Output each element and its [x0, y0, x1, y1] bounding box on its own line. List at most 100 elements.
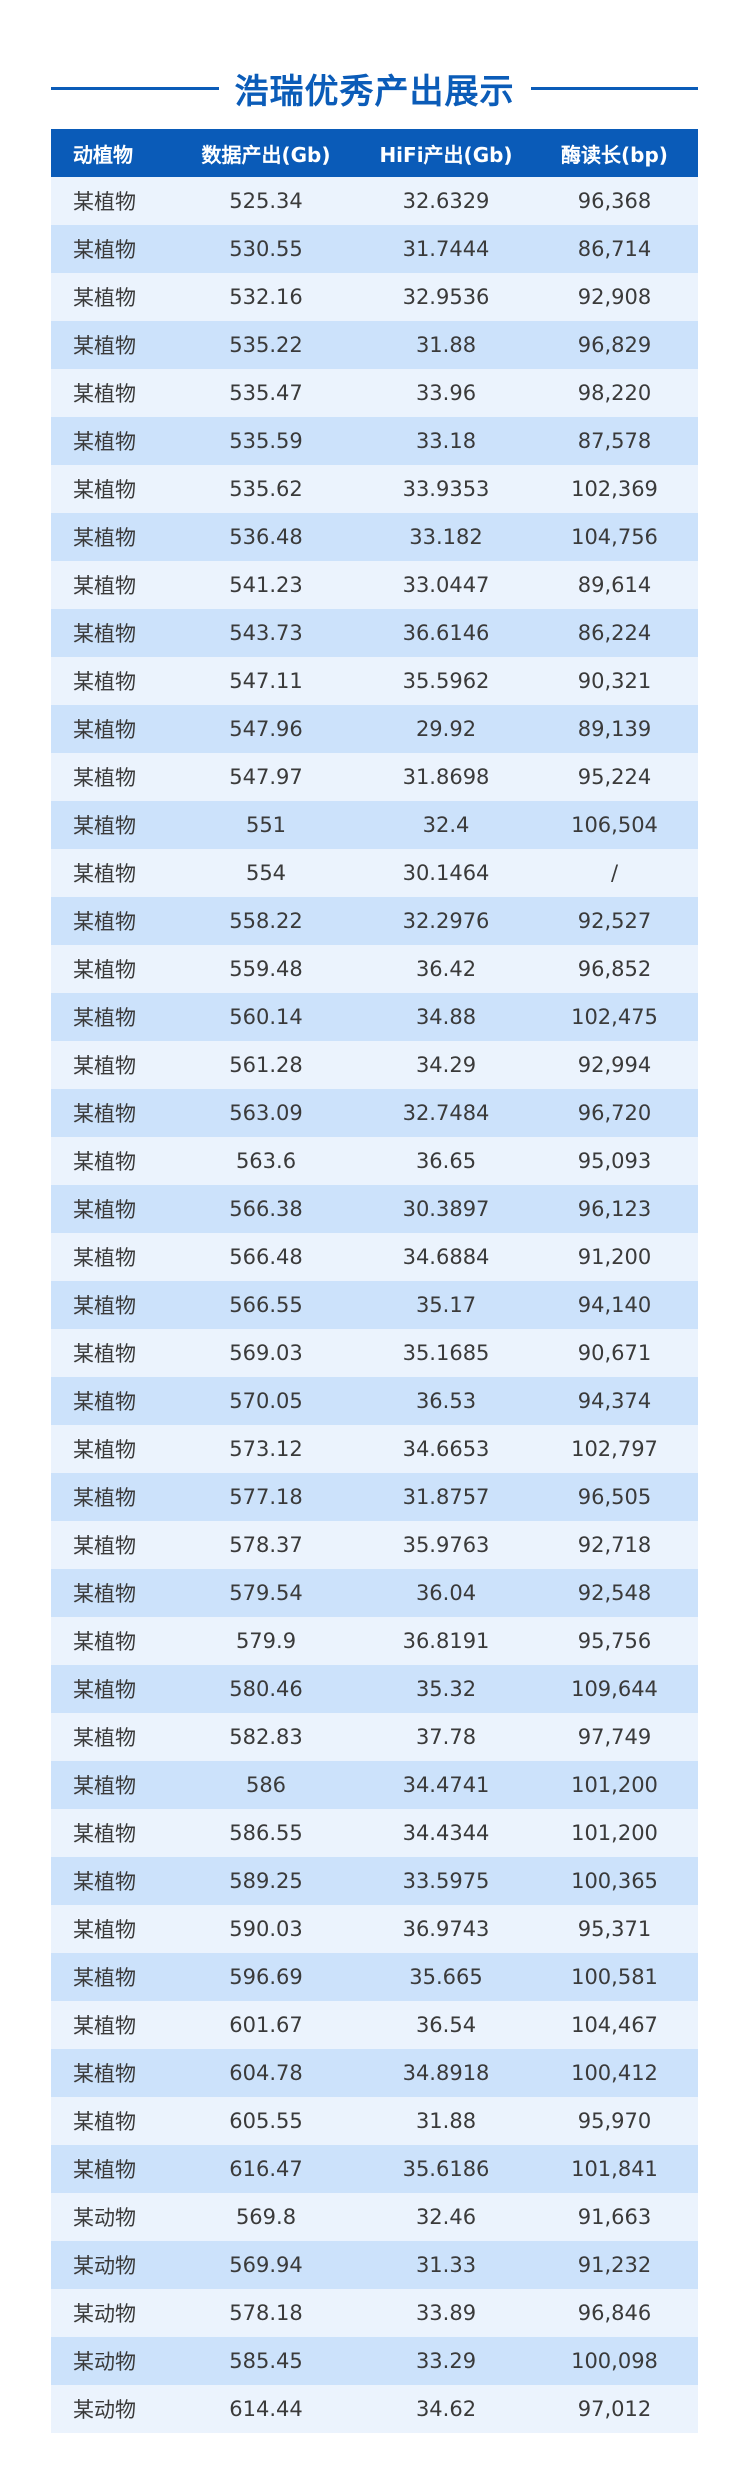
cell-organism: 某动物 [73, 2254, 136, 2278]
cell-organism: 某动物 [73, 2302, 136, 2326]
cell-hifi-output: 34.62 [415, 2397, 477, 2421]
cell-read-length: 89,139 [577, 717, 652, 741]
table-row: 某植物 605.55 31.88 95,970 [51, 2097, 698, 2145]
cell-data-output: 585.45 [229, 2349, 303, 2373]
cell-organism: 某植物 [73, 814, 136, 838]
table-row: 某动物 578.18 33.89 96,846 [51, 2289, 698, 2337]
table-row: 某动物 569.94 31.33 91,232 [51, 2241, 698, 2289]
table-row: 某植物 586.55 34.4344 101,200 [51, 1809, 698, 1857]
cell-data-output: 586 [245, 1773, 287, 1797]
cell-data-output: 558.22 [229, 909, 303, 933]
cell-organism: 某植物 [73, 670, 136, 694]
cell-data-output: 547.11 [229, 669, 303, 693]
cell-organism: 某植物 [73, 382, 136, 406]
cell-data-output: 559.48 [229, 957, 303, 981]
cell-data-output: 579.54 [229, 1581, 303, 1605]
output-table: 动植物 数据产出(Gb) HiFi产出(Gb) 酶读长(bp) 某植物 525.3… [51, 129, 698, 2433]
cell-organism: 某植物 [73, 1630, 136, 1654]
cell-hifi-output: 35.32 [415, 1677, 477, 1701]
cell-hifi-output: 32.46 [415, 2205, 477, 2229]
table-row: 某植物 601.67 36.54 104,467 [51, 2001, 698, 2049]
cell-read-length: 90,671 [577, 1341, 652, 1365]
cell-organism: 某植物 [73, 1246, 136, 1270]
cell-read-length: 102,369 [571, 477, 658, 501]
cell-organism: 某植物 [73, 1102, 136, 1126]
cell-hifi-output: 31.88 [415, 333, 477, 357]
cell-hifi-output: 35.5962 [402, 669, 490, 693]
cell-organism: 某植物 [73, 238, 136, 262]
cell-organism: 某植物 [73, 1150, 136, 1174]
cell-read-length: 91,200 [577, 1245, 652, 1269]
table-row: 某植物 578.37 35.9763 92,718 [51, 1521, 698, 1569]
cell-organism: 某植物 [73, 430, 136, 454]
cell-read-length: 89,614 [577, 573, 652, 597]
cell-hifi-output: 32.2976 [402, 909, 490, 933]
cell-organism: 某植物 [73, 1774, 136, 1798]
cell-data-output: 569.8 [235, 2205, 297, 2229]
cell-hifi-output: 33.29 [415, 2349, 477, 2373]
cell-hifi-output: 35.9763 [402, 1533, 490, 1557]
table-row: 某植物 525.34 32.6329 96,368 [51, 177, 698, 225]
cell-data-output: 596.69 [229, 1965, 303, 1989]
cell-data-output: 569.03 [229, 1341, 303, 1365]
cell-hifi-output: 34.88 [415, 1005, 477, 1029]
cell-read-length: 96,846 [577, 2301, 652, 2325]
table-row: 某动物 585.45 33.29 100,098 [51, 2337, 698, 2385]
table-header: 动植物 数据产出(Gb) HiFi产出(Gb) 酶读长(bp) [51, 129, 698, 177]
cell-read-length: 96,368 [577, 189, 652, 213]
cell-read-length: 100,581 [571, 1965, 658, 1989]
cell-data-output: 590.03 [229, 1917, 303, 1941]
cell-read-length: 86,714 [577, 237, 652, 261]
table-row: 某植物 543.73 36.6146 86,224 [51, 609, 698, 657]
cell-data-output: 560.14 [229, 1005, 303, 1029]
table-row: 某植物 566.38 30.3897 96,123 [51, 1185, 698, 1233]
cell-organism: 某植物 [73, 526, 136, 550]
cell-organism: 某植物 [73, 2158, 136, 2182]
cell-organism: 某植物 [73, 1054, 136, 1078]
table-row: 某植物 616.47 35.6186 101,841 [51, 2145, 698, 2193]
cell-organism: 某植物 [73, 334, 136, 358]
cell-hifi-output: 36.65 [415, 1149, 477, 1173]
header-data-output: 数据产出(Gb) [201, 142, 331, 167]
table-row: 某植物 590.03 36.9743 95,371 [51, 1905, 698, 1953]
cell-read-length: 97,749 [577, 1725, 652, 1749]
cell-data-output: 547.96 [229, 717, 303, 741]
cell-data-output: 535.59 [229, 429, 303, 453]
cell-hifi-output: 31.88 [415, 2109, 477, 2133]
cell-data-output: 601.67 [229, 2013, 303, 2037]
cell-data-output: 578.18 [229, 2301, 303, 2325]
cell-hifi-output: 30.1464 [402, 861, 490, 885]
cell-organism: 某植物 [73, 1822, 136, 1846]
cell-data-output: 586.55 [229, 1821, 303, 1845]
cell-read-length: 96,505 [577, 1485, 652, 1509]
cell-organism: 某植物 [73, 622, 136, 646]
cell-organism: 某动物 [73, 2398, 136, 2422]
table-row: 某动物 569.8 32.46 91,663 [51, 2193, 698, 2241]
cell-read-length: 100,098 [571, 2349, 658, 2373]
table-row: 某植物 561.28 34.29 92,994 [51, 1041, 698, 1089]
cell-data-output: 541.23 [229, 573, 303, 597]
cell-data-output: 532.16 [229, 285, 303, 309]
cell-data-output: 563.09 [229, 1101, 303, 1125]
table-row: 某植物 566.48 34.6884 91,200 [51, 1233, 698, 1281]
table-row: 某植物 535.22 31.88 96,829 [51, 321, 698, 369]
cell-read-length: 96,852 [577, 957, 652, 981]
cell-read-length: 95,224 [577, 765, 652, 789]
cell-read-length: 104,756 [571, 525, 658, 549]
table-row: 某植物 586 34.4741 101,200 [51, 1761, 698, 1809]
cell-organism: 某植物 [73, 1582, 136, 1606]
cell-read-length: 92,994 [577, 1053, 652, 1077]
cell-organism: 某植物 [73, 1438, 136, 1462]
cell-hifi-output: 33.9353 [402, 477, 490, 501]
header-read-length: 酶读长(bp) [561, 142, 668, 167]
cell-data-output: 604.78 [229, 2061, 303, 2085]
cell-data-output: 561.28 [229, 1053, 303, 1077]
cell-data-output: 547.97 [229, 765, 303, 789]
cell-hifi-output: 32.7484 [402, 1101, 490, 1125]
table-row: 某植物 604.78 34.8918 100,412 [51, 2049, 698, 2097]
table-row: 某植物 535.47 33.96 98,220 [51, 369, 698, 417]
cell-organism: 某植物 [73, 286, 136, 310]
cell-hifi-output: 31.8698 [402, 765, 490, 789]
cell-organism: 某植物 [73, 2062, 136, 2086]
cell-hifi-output: 36.42 [415, 957, 477, 981]
